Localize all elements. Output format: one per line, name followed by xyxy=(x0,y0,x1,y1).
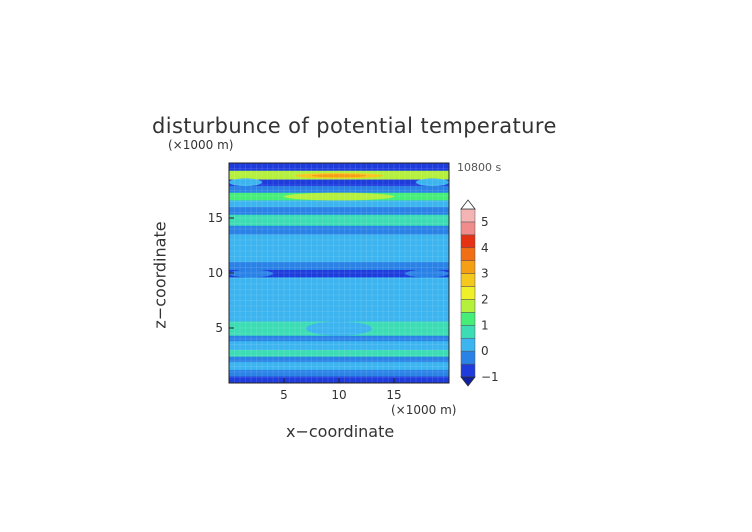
time-label: 10800 s xyxy=(457,161,502,174)
colorbar-segment xyxy=(460,260,476,274)
grid-lines xyxy=(229,163,449,383)
x-tick-label: 10 xyxy=(331,388,346,402)
field-band xyxy=(229,350,449,357)
field-band xyxy=(229,312,449,322)
colorbar-tick-label: 0 xyxy=(481,344,489,358)
colorbar-segment xyxy=(460,325,476,339)
colorbar-segment xyxy=(460,234,476,249)
colorbar-segment xyxy=(460,312,476,326)
y-tick-label: 10 xyxy=(208,266,223,280)
colorbar-bottom-extension xyxy=(460,376,476,387)
x-axis-ticks: 5 10 15 xyxy=(280,378,402,402)
field-feature xyxy=(229,178,262,187)
colorbar-tick-label: 4 xyxy=(481,241,489,255)
field-band xyxy=(229,163,449,171)
field-band xyxy=(229,186,449,193)
x-tick-label: 5 xyxy=(280,388,288,402)
field-band xyxy=(229,362,449,370)
field-band xyxy=(229,277,449,290)
chart-title: disturbunce of potential temperature xyxy=(152,114,557,138)
field-band xyxy=(229,369,449,377)
field-band xyxy=(229,179,449,187)
field-band xyxy=(229,269,449,278)
colorbar-segment xyxy=(460,273,476,287)
colorbar-segment xyxy=(460,247,476,261)
colorbar-tick-label: 2 xyxy=(481,292,489,306)
heatmap-field xyxy=(229,163,449,383)
field-band xyxy=(229,356,449,363)
colorbar-segment xyxy=(460,363,476,378)
colorbar-tick-label: 5 xyxy=(481,215,489,229)
colorbar-segment xyxy=(460,286,476,300)
field-band xyxy=(229,289,449,313)
colorbar-tick-label: −1 xyxy=(481,370,499,384)
field-band xyxy=(229,341,449,350)
x-axis-label: x−coordinate xyxy=(286,422,395,441)
field-feature xyxy=(229,269,273,278)
x-tick-label: 15 xyxy=(386,388,401,402)
field-band xyxy=(229,200,449,207)
y-axis-ticks: 5 10 15 xyxy=(208,211,234,335)
colorbar-segment xyxy=(460,221,476,236)
colorbar-tick-label: 1 xyxy=(481,318,489,332)
field-band xyxy=(229,214,449,226)
x-unit-label: (×1000 m) xyxy=(391,403,457,417)
field-band xyxy=(229,207,449,215)
colorbar: 5 4 3 2 1 0 −1 xyxy=(460,199,499,387)
colorbar-segment xyxy=(460,350,476,365)
colorbar-segment xyxy=(460,337,476,352)
field-band xyxy=(229,234,449,262)
field-band xyxy=(229,225,449,235)
z-unit-label: (×1000 m) xyxy=(168,138,234,152)
field-feature xyxy=(284,192,394,201)
field-feature xyxy=(311,174,367,178)
field-band xyxy=(229,262,449,270)
field-feature xyxy=(416,178,449,187)
colorbar-segment xyxy=(460,299,476,313)
colorbar-top-extension xyxy=(460,199,476,210)
colorbar-segment xyxy=(460,208,476,223)
field-feature xyxy=(405,269,449,278)
field-band xyxy=(229,335,449,342)
y-tick-label: 15 xyxy=(208,211,223,225)
field-feature xyxy=(306,321,372,336)
colorbar-tick-label: 3 xyxy=(481,267,489,281)
y-tick-label: 5 xyxy=(215,321,223,335)
y-axis-label: z−coordinate xyxy=(150,221,170,329)
